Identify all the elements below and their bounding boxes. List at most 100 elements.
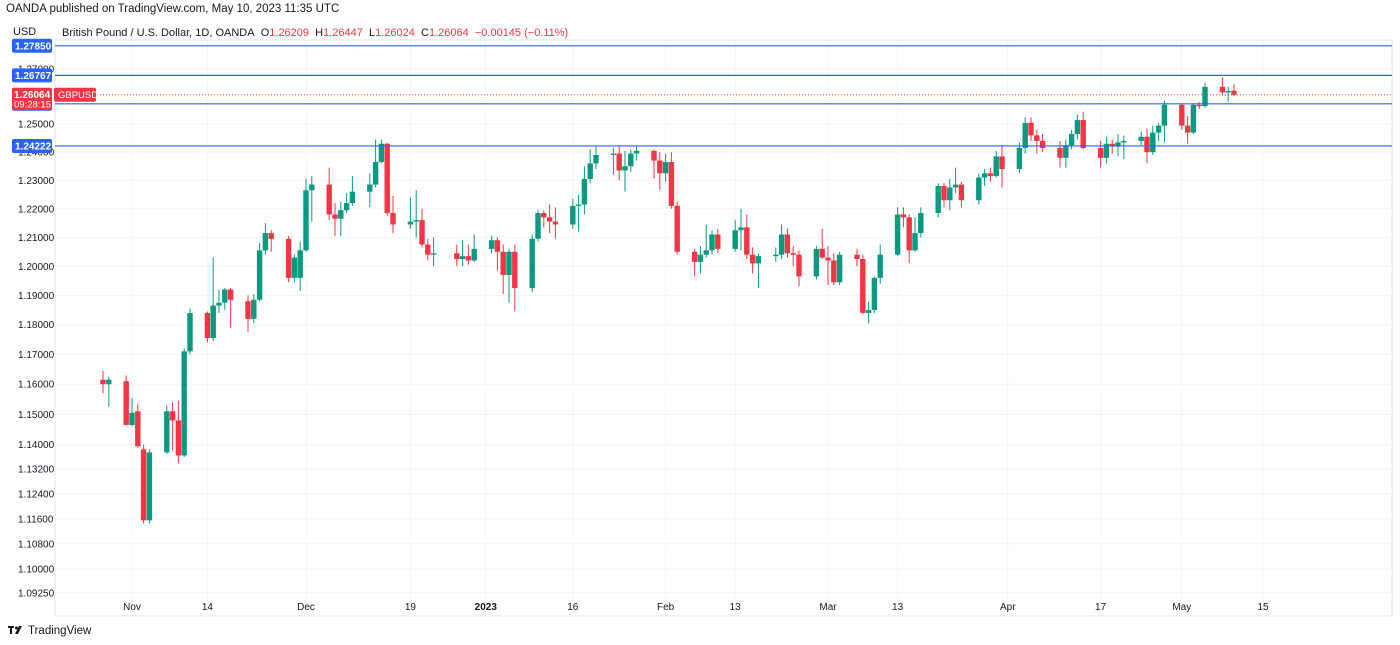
- candle-body: [947, 187, 953, 201]
- candle: [668, 152, 675, 209]
- candle: [1231, 84, 1237, 96]
- y-tick-label: 1.24000: [18, 148, 55, 159]
- candle-body: [674, 205, 680, 252]
- x-tick-label: Dec: [297, 602, 315, 613]
- publisher-caption: OANDA published on TradingView.com, May …: [6, 3, 340, 15]
- candle-body: [1115, 142, 1121, 147]
- candle: [831, 253, 837, 286]
- candle-body: [459, 256, 466, 260]
- candle-body: [900, 214, 907, 218]
- candle: [651, 149, 657, 179]
- current-price-label: 1.26064: [14, 90, 51, 101]
- candle-body: [825, 257, 831, 261]
- candle: [326, 167, 332, 221]
- candle: [570, 198, 576, 229]
- candle: [454, 244, 460, 267]
- candle: [1138, 131, 1144, 146]
- candle-body: [1121, 140, 1127, 143]
- candle: [1179, 103, 1185, 130]
- candle-body: [494, 240, 501, 252]
- plot-frame: [54, 39, 1393, 617]
- candle-body: [744, 227, 750, 255]
- candle: [825, 246, 831, 286]
- candle: [587, 149, 593, 184]
- level-badge: [12, 138, 52, 153]
- candle: [715, 228, 721, 254]
- candle-body: [778, 234, 785, 255]
- candle: [981, 169, 988, 187]
- candle: [912, 217, 918, 252]
- candle-body: [999, 156, 1005, 170]
- candle-body: [297, 250, 303, 278]
- candle: [697, 246, 704, 274]
- y-tick-label: 1.17000: [18, 350, 55, 361]
- brand-name: TradingView: [28, 625, 92, 637]
- candle-body: [425, 244, 431, 255]
- candle: [285, 235, 292, 283]
- candle-body: [575, 204, 582, 206]
- candle-body: [169, 411, 176, 421]
- candle-body: [610, 153, 617, 155]
- candle: [256, 243, 263, 302]
- candle-body: [836, 254, 843, 283]
- candle: [338, 201, 344, 236]
- candle: [175, 400, 182, 464]
- candle-body: [906, 217, 912, 251]
- x-tick-label: Mar: [819, 602, 837, 613]
- candle-body: [1022, 122, 1028, 148]
- candle-body: [657, 160, 663, 174]
- candle: [941, 183, 947, 208]
- candle: [297, 241, 303, 291]
- candle-body: [1034, 135, 1040, 141]
- candle-body: [790, 253, 796, 255]
- candle-body: [187, 312, 193, 352]
- candle: [459, 240, 466, 267]
- candle: [1190, 103, 1197, 134]
- candle: [755, 253, 762, 289]
- candle-body: [1161, 104, 1168, 126]
- candle: [622, 150, 628, 192]
- candle-body: [993, 156, 999, 177]
- candle-body: [419, 220, 425, 245]
- candle-body: [941, 186, 947, 201]
- candle: [813, 246, 820, 280]
- candle-body: [1190, 104, 1197, 133]
- level-badge: [12, 38, 52, 53]
- y-tick-label: 1.18000: [18, 320, 55, 331]
- candle: [500, 244, 506, 294]
- candle-body: [413, 220, 419, 222]
- candle: [425, 238, 431, 261]
- x-axis: Nov 14 Dec 19 2023 16 Feb 13 Mar 13 Apr 17 May 15: [123, 40, 1269, 616]
- candle: [738, 208, 744, 251]
- level-label: 1.27850: [15, 41, 52, 52]
- candle-body: [587, 163, 593, 179]
- candle: [1063, 139, 1069, 168]
- candle: [952, 167, 959, 194]
- candle: [1155, 122, 1162, 141]
- candle-body: [628, 153, 634, 167]
- candle: [1016, 142, 1023, 174]
- change-value: −0.00145 (−0.11%): [474, 27, 569, 39]
- candle-body: [697, 254, 704, 262]
- candle-body: [535, 213, 541, 239]
- candle: [581, 166, 588, 215]
- candle-body: [860, 259, 866, 313]
- candle-body: [1080, 120, 1086, 148]
- candle-body: [1057, 147, 1063, 158]
- candle: [106, 376, 112, 407]
- candle-body: [819, 248, 825, 258]
- candle-body: [918, 213, 924, 234]
- candle-body: [1063, 145, 1069, 158]
- candle: [343, 193, 350, 214]
- candle: [471, 234, 477, 262]
- candle-body: [430, 253, 437, 255]
- y-tick-label: 1.21000: [18, 233, 55, 244]
- x-tick-label: 13: [730, 602, 742, 613]
- candle: [535, 210, 541, 242]
- candle-body: [1219, 86, 1226, 93]
- candle-body: [570, 205, 576, 225]
- candle: [744, 214, 750, 260]
- candle-body: [1039, 140, 1046, 148]
